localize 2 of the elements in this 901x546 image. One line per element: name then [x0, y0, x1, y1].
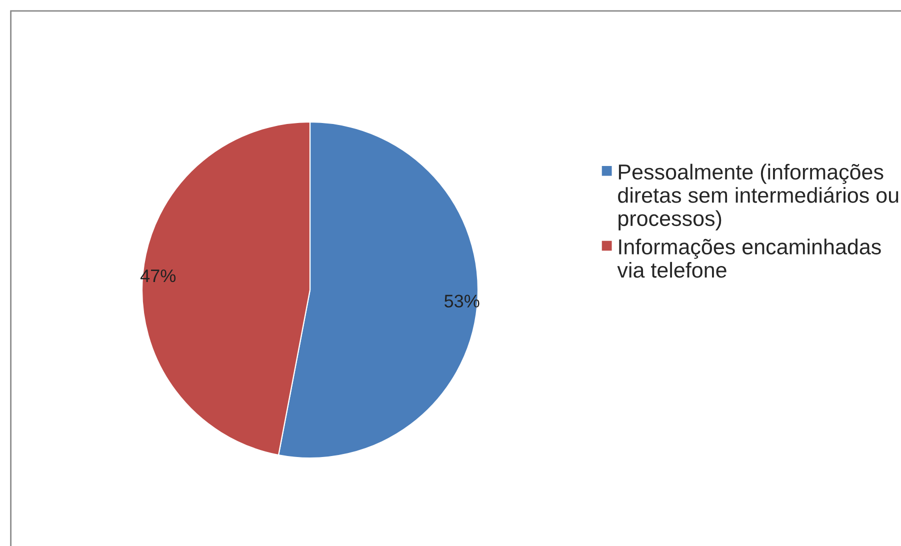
legend-label: Pessoalmente (informações diretas sem intermediários ou processos) — [618, 164, 898, 230]
legend-label: Informações encaminhadas via telefone — [617, 238, 881, 278]
